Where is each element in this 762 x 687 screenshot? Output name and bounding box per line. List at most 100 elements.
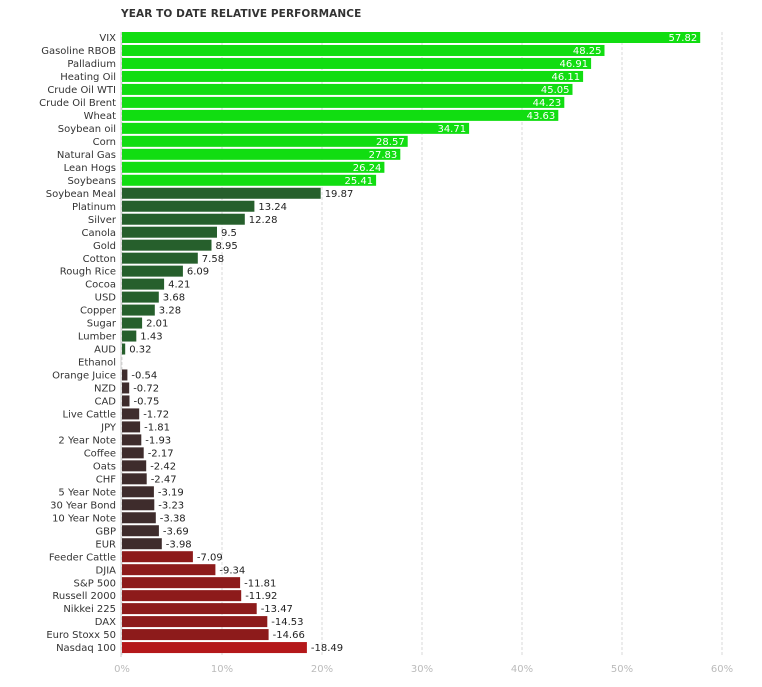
category-label: Palladium	[67, 59, 116, 70]
value-label: -11.81	[244, 578, 276, 589]
value-label: -3.19	[158, 487, 184, 498]
bar	[122, 460, 147, 472]
value-label: 8.95	[216, 241, 238, 252]
category-label: Nasdaq 100	[56, 643, 116, 654]
category-label: Natural Gas	[57, 150, 116, 161]
category-label: Canola	[82, 228, 116, 239]
value-label: -1.81	[144, 423, 170, 434]
value-label: -3.38	[160, 513, 186, 524]
value-label: -2.17	[148, 448, 174, 459]
bar	[122, 369, 128, 381]
bar	[122, 642, 307, 654]
value-label: -13.47	[261, 604, 293, 615]
value-label: -3.69	[163, 526, 189, 537]
bar	[122, 330, 137, 342]
category-label: NZD	[94, 384, 116, 395]
value-label: -1.93	[145, 435, 171, 446]
value-label: 45.05	[541, 85, 570, 96]
category-label: AUD	[94, 345, 116, 356]
x-tick-label: 20%	[311, 664, 333, 675]
category-label: Lumber	[78, 332, 117, 343]
category-label: Crude Oil WTI	[47, 85, 116, 96]
bar	[122, 32, 701, 43]
value-label: 1.43	[140, 332, 162, 343]
x-tick-label: 60%	[711, 664, 733, 675]
value-label: -11.92	[245, 591, 277, 602]
x-axis-tick-labels: 0% 10% 20% 30% 40% 50% 60%	[114, 664, 733, 675]
x-tick-label: 30%	[411, 664, 433, 675]
value-label: -3.98	[166, 539, 192, 550]
value-label: 9.5	[221, 228, 237, 239]
value-label: 12.28	[249, 215, 278, 226]
bar	[122, 317, 143, 329]
value-label: -14.53	[271, 617, 303, 628]
category-label: S&P 500	[74, 578, 116, 589]
bar	[122, 616, 268, 628]
category-label: Lean Hogs	[64, 163, 116, 174]
value-label: -0.54	[131, 371, 157, 382]
category-label: Crude Oil Brent	[39, 98, 116, 109]
value-labels: 57.82 48.25 46.91 46.11 45.05 44.23 43.63 34.71…	[129, 33, 697, 654]
value-label: 0.32	[129, 345, 151, 356]
category-label: EUR	[95, 539, 116, 550]
bar	[122, 239, 212, 251]
category-label: Euro Stoxx 50	[46, 630, 116, 641]
value-label: -7.09	[197, 552, 223, 563]
bar	[122, 122, 470, 134]
bar	[122, 603, 257, 615]
bar	[122, 382, 130, 394]
category-label: Gasoline RBOB	[41, 46, 116, 57]
bar	[122, 200, 255, 212]
bar	[122, 135, 408, 147]
value-label: 6.09	[187, 267, 209, 278]
value-label: 34.71	[437, 124, 466, 135]
value-label: 19.87	[325, 189, 354, 200]
x-tick-label: 0%	[114, 664, 130, 675]
value-label: 48.25	[573, 46, 602, 57]
bar	[122, 291, 159, 303]
bar	[122, 447, 144, 459]
category-label: JPY	[100, 423, 117, 434]
value-label: 43.63	[527, 111, 556, 122]
category-label: Soybeans	[67, 176, 116, 187]
bar	[122, 83, 573, 95]
bar	[122, 148, 401, 160]
bar	[122, 343, 126, 355]
category-label: DAX	[95, 617, 116, 628]
category-label: CAD	[94, 397, 116, 408]
category-label: Cocoa	[85, 280, 116, 291]
category-label: Silver	[88, 215, 117, 226]
value-label: 2.01	[146, 319, 168, 330]
category-label: 10 Year Note	[52, 513, 116, 524]
category-label: 5 Year Note	[58, 487, 116, 498]
bar	[122, 577, 241, 589]
bar	[122, 421, 141, 433]
category-label: 2 Year Note	[58, 435, 116, 446]
x-tick-label: 50%	[611, 664, 633, 675]
category-label: Copper	[80, 306, 117, 317]
value-label: -18.49	[311, 643, 343, 654]
value-label: 26.24	[353, 163, 382, 174]
bar	[122, 551, 193, 563]
category-label: Soybean oil	[58, 124, 116, 135]
category-label: Platinum	[72, 202, 116, 213]
value-label: 27.83	[369, 150, 398, 161]
category-label: Feeder Cattle	[49, 552, 116, 563]
bar	[122, 44, 605, 56]
category-label: Live Cattle	[63, 410, 116, 421]
category-label: 30 Year Bond	[50, 500, 116, 511]
bar	[122, 109, 559, 121]
category-label: Russell 2000	[52, 591, 116, 602]
chart-title: YEAR TO DATE RELATIVE PERFORMANCE	[121, 8, 362, 20]
value-label: -3.23	[158, 500, 184, 511]
category-label: Wheat	[84, 111, 117, 122]
category-label: Coffee	[84, 448, 116, 459]
value-label: 13.24	[258, 202, 287, 213]
bar	[122, 525, 159, 537]
value-label: -2.47	[151, 474, 177, 485]
category-label: Oats	[93, 461, 116, 472]
value-label: 3.68	[163, 293, 185, 304]
category-label: VIX	[99, 33, 116, 44]
category-label: Cotton	[83, 254, 116, 265]
